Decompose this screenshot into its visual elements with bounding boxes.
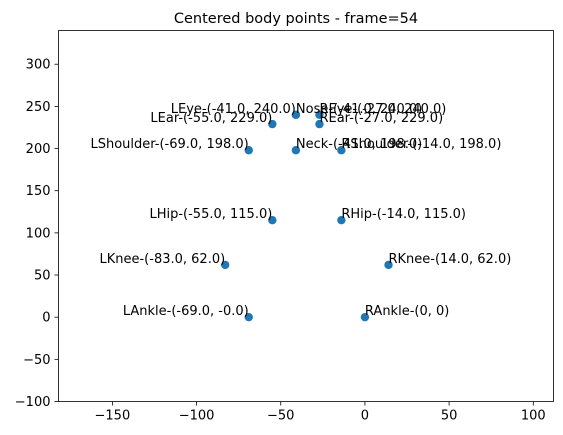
y-tick-label: 150 bbox=[26, 184, 51, 199]
point-label: LAnkle-(-69.0, -0.0) bbox=[123, 304, 249, 319]
x-tick-label: 50 bbox=[441, 409, 458, 424]
point-label: RShoulder-(-14.0, 198.0) bbox=[341, 137, 501, 152]
x-tick-label: −100 bbox=[179, 409, 215, 424]
point-label: REye-(-27.0, 240.0) bbox=[319, 102, 446, 117]
point-label: LShoulder-(-69.0, 198.0) bbox=[90, 137, 248, 152]
point-label: Nose-(-41.0, 240.0) bbox=[296, 102, 422, 117]
x-tick-label: 0 bbox=[361, 409, 369, 424]
data-point bbox=[268, 216, 277, 225]
point-label: Neck-(-41.0, 198.0) bbox=[296, 137, 422, 152]
data-point bbox=[315, 110, 324, 120]
data-point bbox=[220, 260, 230, 270]
point-label: LHip-(-55.0, 115.0) bbox=[149, 207, 272, 222]
data-point bbox=[291, 110, 301, 120]
x-tick-label: 100 bbox=[521, 409, 546, 424]
point-label: RHip-(-14.0, 115.0) bbox=[341, 207, 466, 222]
y-tick-label: 50 bbox=[34, 269, 51, 284]
plot-frame bbox=[58, 30, 554, 402]
axis-ticks: −150 −100 −50 0 50 100 −100 −50 0 50 100 150 200 250 3… bbox=[15, 58, 546, 424]
y-tick-label: 250 bbox=[26, 100, 51, 115]
chart-title: Centered body points - frame=54 bbox=[174, 11, 418, 27]
data-point bbox=[384, 260, 393, 270]
data-point bbox=[291, 146, 301, 155]
x-tick-label: −150 bbox=[95, 409, 131, 424]
data-point bbox=[268, 119, 277, 129]
point-label: LKnee-(-83.0, 62.0) bbox=[99, 252, 225, 267]
y-tick-label: −100 bbox=[15, 395, 51, 410]
y-tick-label: 100 bbox=[26, 226, 51, 241]
data-point bbox=[360, 312, 370, 322]
data-point bbox=[244, 146, 253, 155]
x-tick-label: −50 bbox=[267, 409, 294, 424]
data-point bbox=[337, 216, 346, 225]
point-label: RKnee-(14.0, 62.0) bbox=[389, 252, 512, 267]
data-point bbox=[315, 119, 324, 129]
y-tick-label: 200 bbox=[26, 142, 51, 157]
data-point bbox=[337, 146, 346, 155]
point-label: REar-(-27.0, 229.0) bbox=[319, 111, 443, 126]
y-tick-label: 300 bbox=[26, 58, 51, 73]
point-label: RAnkle-(0, 0) bbox=[365, 304, 449, 319]
point-label: LEye-(-41.0, 240.0) bbox=[171, 102, 296, 117]
y-tick-label: 0 bbox=[42, 311, 50, 326]
point-label: LEar-(-55.0, 229.0) bbox=[150, 111, 272, 126]
data-point bbox=[244, 312, 253, 322]
y-tick-label: −50 bbox=[23, 353, 50, 368]
data-points bbox=[220, 110, 393, 322]
point-labels: Nose-(-41.0, 240.0)REye-(-27.0, 240.0) LE… bbox=[90, 102, 511, 319]
